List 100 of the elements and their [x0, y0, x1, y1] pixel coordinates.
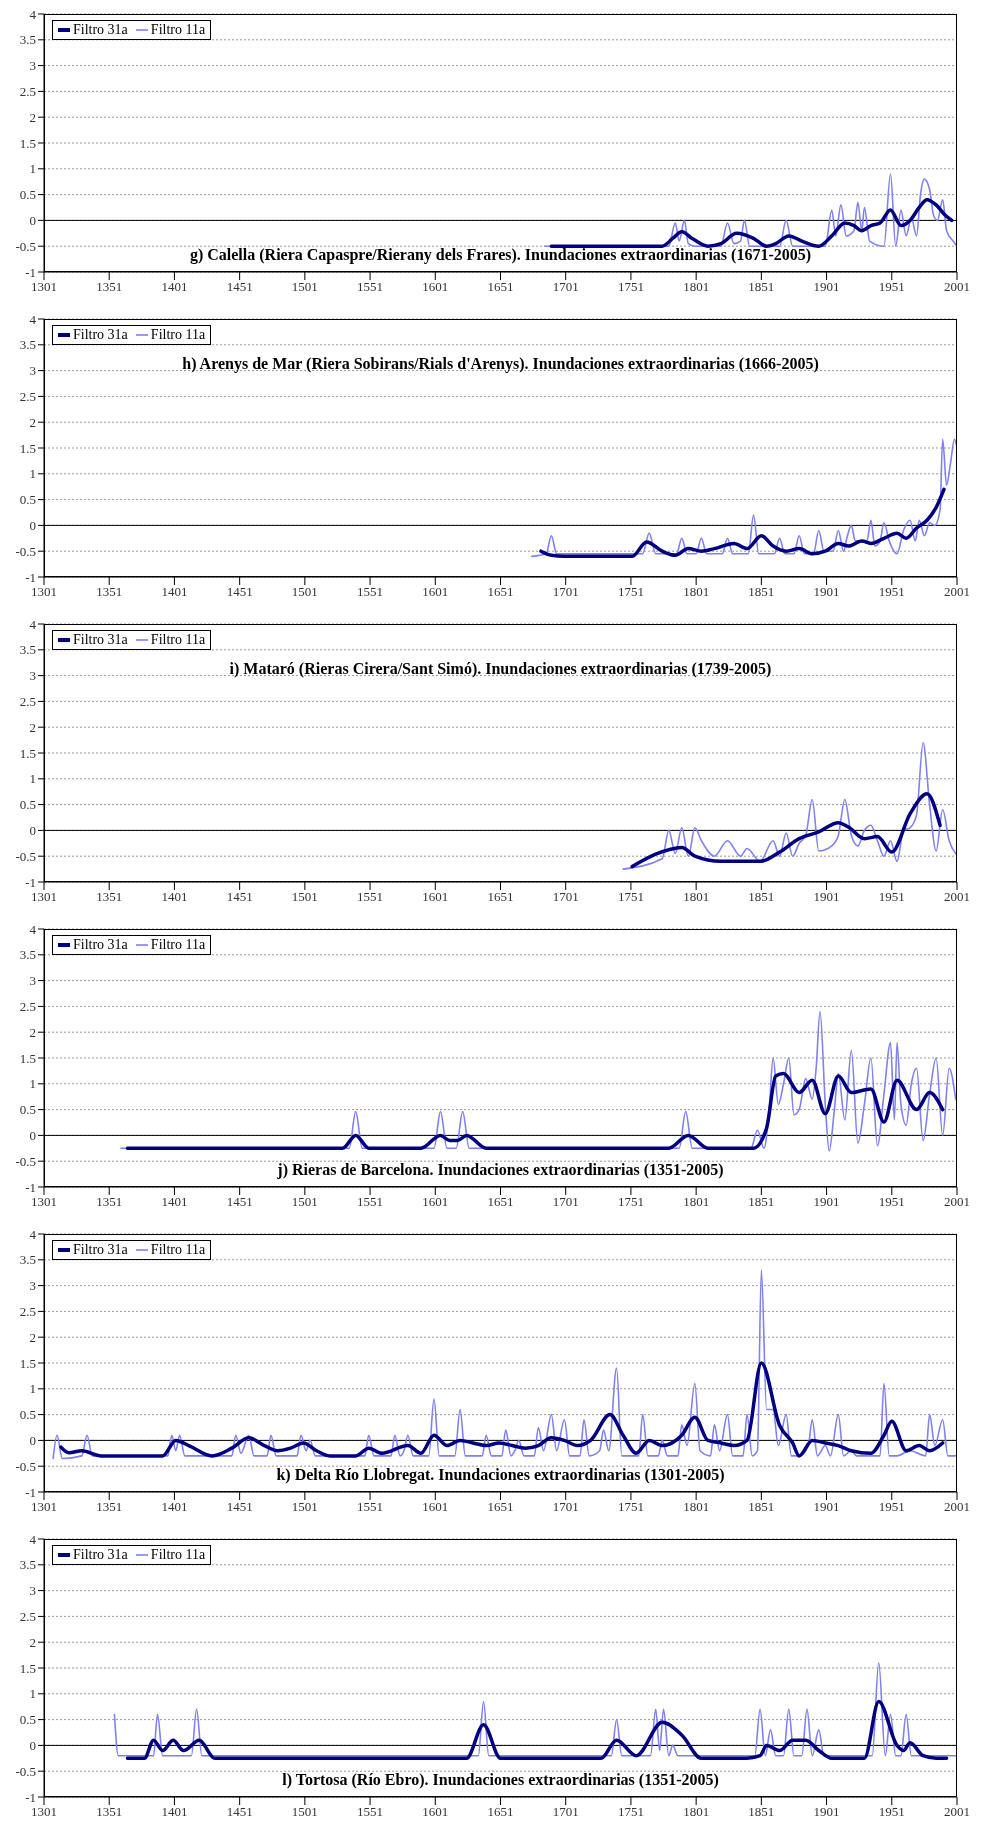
x-tick-label: 1851: [748, 1194, 775, 1210]
y-tick-label: 4: [29, 311, 37, 327]
x-tick-label: 1301: [31, 889, 57, 905]
x-tick-label: 2001: [944, 279, 970, 295]
y-tick-label: 2.5: [19, 694, 36, 710]
legend-label: Filtro 31a: [73, 1242, 128, 1258]
y-tick-label: 4: [29, 1226, 37, 1242]
y-tick-label: -0.5: [15, 1763, 36, 1779]
x-tick-label: 1801: [683, 1804, 710, 1820]
y-tick-label: -1: [25, 569, 36, 585]
x-tick-label: 1701: [552, 279, 579, 295]
x-tick-label: 1751: [617, 1499, 644, 1515]
x-tick-label: 1701: [552, 1194, 579, 1210]
y-tick-label: 0.5: [19, 797, 36, 813]
x-tick-label: 1901: [813, 1194, 840, 1210]
x-tick-label: 1351: [96, 279, 123, 295]
x-tick-label: 1401: [161, 1194, 188, 1210]
legend-label: Filtro 11a: [150, 22, 206, 38]
x-tick-label: 1351: [96, 1194, 123, 1210]
x-tick-label: 1651: [487, 279, 514, 295]
y-tick-label: 3.5: [19, 337, 36, 353]
y-tick-label: 2: [29, 1634, 36, 1650]
text: g) Calella (Riera Capaspre/Rierany dels Frares). Inundaciones extraordinarias (1671-2005): [188, 246, 813, 265]
y-tick-label: 2.5: [19, 389, 36, 405]
x-tick-label: 1851: [748, 584, 775, 600]
x-tick-label: 1501: [291, 1804, 318, 1820]
x-tick-label: 1551: [357, 1804, 384, 1820]
x-tick-label: 1301: [31, 1804, 57, 1820]
y-tick-label: 3: [29, 973, 36, 989]
x-tick-label: 1601: [422, 1194, 449, 1210]
x-tick-label: 1551: [357, 1499, 384, 1515]
x-tick-label: 1951: [878, 889, 905, 905]
legend-label: Filtro 31a: [73, 1547, 128, 1563]
x-tick-label: 1801: [683, 279, 710, 295]
y-tick-label: 3: [29, 58, 36, 74]
x-tick-label: 1801: [683, 889, 710, 905]
x-tick-label: 1701: [552, 889, 579, 905]
x-tick-label: 1601: [422, 889, 449, 905]
x-tick-label: 1351: [96, 889, 123, 905]
x-tick-label: 2001: [944, 1804, 970, 1820]
y-tick-label: 3.5: [19, 1557, 36, 1573]
y-tick-label: 2: [29, 109, 36, 125]
y-tick-label: 3: [29, 363, 36, 379]
x-tick-label: 1401: [161, 889, 188, 905]
x-tick-label: 1451: [226, 1804, 253, 1820]
y-tick-label: -0.5: [15, 1458, 36, 1474]
y-tick-label: -1: [25, 1179, 36, 1195]
legend-label: Filtro 31a: [73, 632, 128, 648]
y-tick-label: 3.5: [19, 947, 36, 963]
y-tick-label: 2.5: [19, 1304, 36, 1320]
y-tick-label: 4: [29, 921, 37, 937]
x-tick-label: 1401: [161, 279, 188, 295]
y-tick-label: 2.5: [19, 1609, 36, 1625]
x-tick-label: 1501: [291, 584, 318, 600]
x-tick-label: 1651: [487, 1194, 514, 1210]
x-tick-label: 1901: [813, 889, 840, 905]
x-tick-label: 1701: [552, 584, 579, 600]
x-tick-label: 1601: [422, 1499, 449, 1515]
y-tick-label: 1: [29, 1686, 36, 1702]
legend-label: Filtro 11a: [150, 327, 206, 343]
text: j) Rieras de Barcelona. Inundaciones extraordinarias (1351-2005): [276, 1161, 725, 1180]
y-tick-label: 2: [29, 1329, 36, 1345]
y-tick-label: -0.5: [15, 543, 36, 559]
y-tick-label: 0.5: [19, 1712, 36, 1728]
y-tick-label: 4: [29, 616, 37, 632]
x-tick-label: 1901: [813, 279, 840, 295]
x-tick-label: 1501: [291, 889, 318, 905]
x-tick-label: 1801: [683, 1499, 710, 1515]
x-tick-label: 1451: [226, 1499, 253, 1515]
x-tick-label: 1651: [487, 1499, 514, 1515]
y-tick-label: 2.5: [19, 84, 36, 100]
x-tick-label: 1301: [31, 279, 57, 295]
x-tick-label: 1801: [683, 1194, 710, 1210]
x-tick-label: 1951: [878, 584, 905, 600]
x-tick-label: 1451: [226, 889, 253, 905]
x-tick-label: 1601: [422, 1804, 449, 1820]
y-tick-label: -1: [25, 264, 36, 280]
x-tick-label: 1351: [96, 584, 123, 600]
y-tick-label: 3.5: [19, 1252, 36, 1268]
y-tick-label: 1: [29, 1076, 36, 1092]
x-tick-label: 1551: [357, 584, 384, 600]
y-tick-label: 3: [29, 1583, 36, 1599]
y-tick-label: -1: [25, 874, 36, 890]
x-tick-label: 1401: [161, 1499, 188, 1515]
x-tick-label: 1651: [487, 889, 514, 905]
x-tick-label: 1601: [422, 584, 449, 600]
x-tick-label: 1351: [96, 1804, 123, 1820]
legend-label: Filtro 31a: [73, 327, 128, 343]
y-tick-label: 2: [29, 1024, 36, 1040]
y-tick-label: 0.5: [19, 1102, 36, 1118]
y-tick-label: 3.5: [19, 32, 36, 48]
y-tick-label: 2: [29, 719, 36, 735]
x-tick-label: 1851: [748, 889, 775, 905]
x-tick-label: 1751: [617, 1804, 644, 1820]
x-tick-label: 1301: [31, 584, 57, 600]
x-tick-label: 1601: [422, 279, 449, 295]
y-tick-label: -1: [25, 1789, 36, 1805]
y-tick-label: 3: [29, 1278, 36, 1294]
x-tick-label: 1401: [161, 1804, 188, 1820]
y-tick-label: 0.5: [19, 187, 36, 203]
